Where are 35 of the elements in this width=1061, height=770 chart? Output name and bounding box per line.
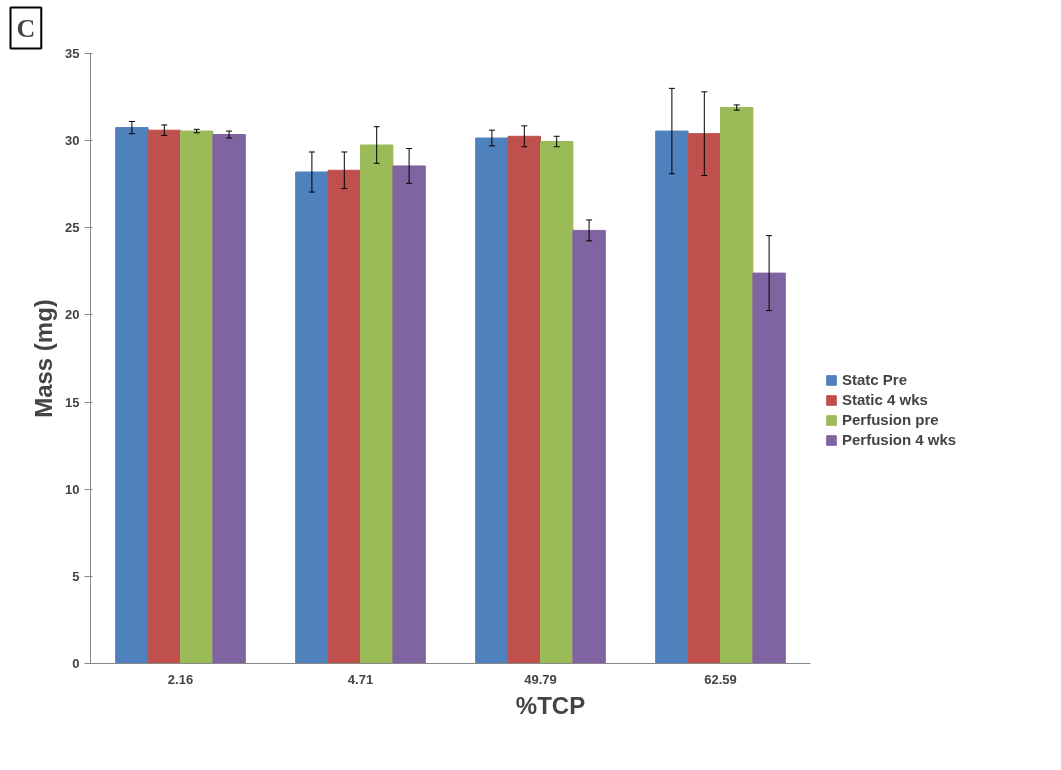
bar — [475, 137, 509, 664]
x-tick-label: 49.79 — [524, 671, 557, 687]
bar — [655, 130, 689, 664]
legend-label: Perfusion pre — [842, 411, 939, 428]
y-tick-label: 5 — [72, 568, 80, 584]
bar — [752, 272, 786, 664]
y-tick-label: 20 — [65, 307, 80, 323]
x-tick-label: 2.16 — [167, 671, 194, 687]
legend-label: Perfusion 4 wks — [842, 431, 957, 448]
text: C — [16, 13, 36, 43]
y-tick-label: 10 — [65, 481, 80, 497]
y-tick-label: 30 — [65, 133, 80, 149]
legend-label: Static 4 wks — [842, 391, 928, 408]
bar — [295, 171, 329, 664]
y-tick-label: 35 — [65, 46, 80, 61]
y-axis-title: Mass (mg) — [30, 299, 58, 418]
bar — [360, 144, 394, 664]
bar — [720, 107, 754, 664]
bar — [540, 141, 574, 664]
bar — [572, 229, 606, 664]
y-tick-label: 0 — [72, 656, 80, 671]
x-axis-title: %TCP — [515, 691, 586, 719]
x-tick-label: 4.71 — [347, 671, 374, 687]
bar — [212, 134, 246, 664]
bar — [507, 135, 541, 664]
y-tick-label: 25 — [65, 220, 80, 236]
bar — [180, 130, 214, 664]
legend-label: Statc Pre — [842, 371, 908, 388]
x-tick-label: 62.59 — [704, 671, 737, 687]
bar — [392, 165, 426, 664]
bar — [115, 127, 149, 664]
bar — [327, 169, 361, 664]
bar — [147, 129, 181, 664]
bar — [687, 133, 721, 664]
y-tick-label: 15 — [65, 394, 80, 410]
